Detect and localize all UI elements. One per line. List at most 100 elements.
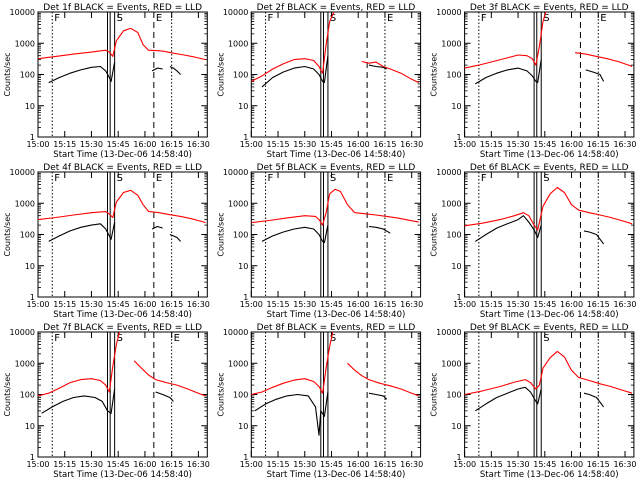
x-tick-label: 16:30 bbox=[400, 300, 423, 309]
y-tick-label: 10000 bbox=[436, 328, 461, 337]
lld-series-line bbox=[464, 186, 633, 231]
x-tick-label: 15:00 bbox=[453, 300, 476, 309]
x-axis-label: Start Time (13-Dec-06 14:58:40) bbox=[267, 310, 406, 320]
x-tick-label: 15:45 bbox=[320, 140, 343, 149]
y-axis-label: Counts/sec bbox=[216, 372, 225, 416]
y-tick-label: 1 bbox=[30, 133, 35, 142]
x-tick-label: 16:00 bbox=[347, 140, 370, 149]
marker-label: S bbox=[330, 333, 336, 344]
marker-label: F bbox=[54, 333, 60, 344]
x-tick-label: 16:15 bbox=[160, 300, 183, 309]
x-tick-label: 15:45 bbox=[320, 300, 343, 309]
x-tick-label: 16:30 bbox=[400, 460, 423, 469]
plot-frame bbox=[464, 11, 635, 138]
y-tick-label: 100 bbox=[233, 71, 248, 80]
y-tick-label: 10 bbox=[238, 102, 248, 111]
y-tick-label: 1 bbox=[457, 453, 462, 462]
marker-label: E bbox=[387, 173, 393, 184]
x-tick-label: 15:15 bbox=[53, 300, 76, 309]
x-axis-label: Start Time (13-Dec-06 14:58:40) bbox=[480, 470, 619, 480]
y-tick-label: 1000 bbox=[15, 359, 35, 368]
x-tick-label: 15:30 bbox=[293, 140, 316, 149]
lld-series-line bbox=[464, 12, 633, 69]
x-tick-label: 15:15 bbox=[53, 140, 76, 149]
x-tick-label: 16:00 bbox=[133, 140, 156, 149]
x-tick-label: 16:30 bbox=[187, 140, 210, 149]
x-tick-label: 16:00 bbox=[560, 140, 583, 149]
x-tick-label: 15:30 bbox=[507, 140, 530, 149]
x-tick-label: 15:15 bbox=[53, 460, 76, 469]
x-tick-label: 15:00 bbox=[453, 140, 476, 149]
chart-title: Det 2f BLACK = Events, RED = LLD bbox=[257, 3, 416, 13]
y-tick-label: 10 bbox=[238, 422, 248, 431]
series-group bbox=[251, 188, 419, 244]
y-tick-label: 1000 bbox=[228, 359, 248, 368]
y-axis-label: Counts/sec bbox=[216, 212, 225, 256]
x-tick-label: 16:30 bbox=[613, 140, 636, 149]
events-series-line bbox=[475, 215, 605, 245]
y-tick-label: 100 bbox=[446, 71, 461, 80]
x-tick-label: 16:15 bbox=[160, 460, 183, 469]
x-tick-label: 16:15 bbox=[373, 460, 396, 469]
y-tick-label: 1000 bbox=[15, 199, 35, 208]
y-tick-label: 10 bbox=[25, 102, 35, 111]
chart-title: Det 5f BLACK = Events, RED = LLD bbox=[257, 163, 416, 173]
y-tick-label: 1 bbox=[457, 133, 462, 142]
chart-panel-1: Det 1f BLACK = Events, RED = LLD 1 10 100 10… bbox=[3, 3, 210, 160]
plot-frame bbox=[37, 11, 208, 138]
x-tick-label: 15:15 bbox=[480, 300, 503, 309]
marker-label: S bbox=[330, 13, 336, 24]
y-axis-label: Counts/sec bbox=[3, 372, 12, 416]
chart-title: Det 7f BLACK = Events, RED = LLD bbox=[43, 323, 202, 333]
series-group bbox=[464, 350, 633, 412]
lld-series-line bbox=[38, 332, 206, 397]
marker-label: F bbox=[268, 13, 274, 24]
x-tick-label: 15:00 bbox=[26, 300, 49, 309]
x-tick-label: 16:00 bbox=[560, 460, 583, 469]
plot-frame bbox=[464, 331, 635, 458]
marker-label: F bbox=[268, 173, 274, 184]
marker-label: E bbox=[387, 13, 393, 24]
y-axis-label: Counts/sec bbox=[3, 52, 12, 96]
x-tick-label: 16:15 bbox=[587, 140, 610, 149]
x-tick-label: 15:00 bbox=[240, 300, 263, 309]
x-tick-label: 15:45 bbox=[533, 300, 556, 309]
x-tick-label: 15:45 bbox=[107, 140, 130, 149]
y-tick-label: 10 bbox=[451, 422, 461, 431]
series-group bbox=[464, 186, 633, 245]
x-tick-label: 15:15 bbox=[267, 140, 290, 149]
series-group bbox=[464, 12, 633, 85]
y-axis-label: Counts/sec bbox=[430, 372, 439, 416]
events-series-line bbox=[261, 55, 387, 88]
x-tick-label: 16:15 bbox=[373, 140, 396, 149]
y-tick-label: 100 bbox=[20, 231, 35, 240]
plot-frame bbox=[250, 331, 422, 458]
x-tick-label: 15:30 bbox=[80, 140, 103, 149]
marker-label: S bbox=[543, 333, 549, 344]
chart-title: Det 3f BLACK = Events, RED = LLD bbox=[470, 3, 629, 13]
y-tick-label: 1000 bbox=[441, 199, 461, 208]
y-tick-label: 10 bbox=[25, 422, 35, 431]
chart-title: Det 6f BLACK = Events, RED = LLD bbox=[470, 163, 629, 173]
x-tick-label: 16:15 bbox=[160, 140, 183, 149]
marker-label: E bbox=[156, 173, 162, 184]
marker-label: S bbox=[330, 173, 336, 184]
y-tick-label: 1 bbox=[243, 133, 248, 142]
marker-label: S bbox=[543, 13, 549, 24]
x-tick-label: 15:00 bbox=[240, 460, 263, 469]
y-tick-label: 10 bbox=[451, 262, 461, 271]
x-tick-label: 15:45 bbox=[533, 460, 556, 469]
y-tick-label: 100 bbox=[20, 71, 35, 80]
plot-frame bbox=[37, 331, 208, 458]
x-tick-label: 15:30 bbox=[80, 460, 103, 469]
x-tick-label: 15:15 bbox=[480, 460, 503, 469]
marker-label: E bbox=[600, 13, 606, 24]
chart-title: Det 1f BLACK = Events, RED = LLD bbox=[43, 3, 202, 13]
x-axis-label: Start Time (13-Dec-06 14:58:40) bbox=[53, 150, 192, 160]
chart-panel-5: Det 5f BLACK = Events, RED = LLD 1 10 100 10… bbox=[216, 163, 423, 320]
y-tick-label: 100 bbox=[20, 391, 35, 400]
y-axis-label: Counts/sec bbox=[216, 52, 225, 96]
plot-frame bbox=[464, 171, 635, 298]
x-tick-label: 15:30 bbox=[507, 300, 530, 309]
